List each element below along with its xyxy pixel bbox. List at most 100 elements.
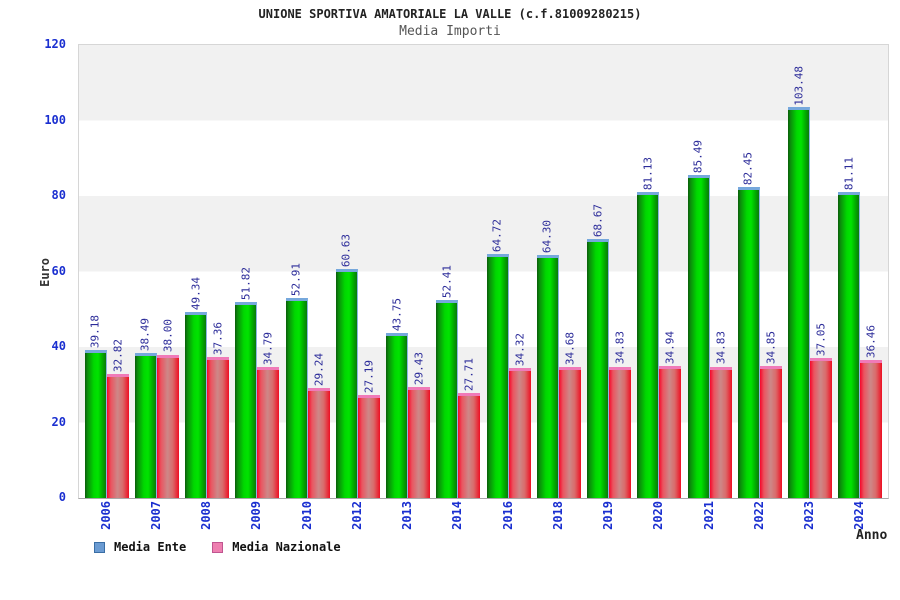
value-label: 43.75 [390,297,404,331]
bar-group-2013: 43.75 29.43 [386,45,431,498]
bar-group-2022: 82.45 34.85 [737,45,782,498]
y-tick-label: 100 [44,112,66,127]
value-label: 34.68 [563,331,577,366]
bar-group-2006: 39.18 32.82 [84,45,129,498]
legend-label-media-ente: Media Ente [114,540,187,554]
y-tick-label: 40 [51,339,66,353]
value-label: 49.34 [189,276,203,310]
media-nazionale-bar-2021: 34.83 [709,331,732,498]
y-tick-label: 60 [51,263,66,278]
media-nazionale-bar-2023: 37.05 [810,323,833,498]
media-ente-bar-2013: 43.75 [386,298,409,498]
x-tick-label-2020: 2020 [651,501,666,530]
x-tick-label-2008: 2008 [199,501,214,530]
x-tick-label-2012: 2012 [349,501,364,530]
value-label: 34.85 [764,331,778,365]
x-tick-slot: 2019 [586,501,631,530]
x-tick-slot: 2024 [837,501,882,530]
x-tick-slot: 2006 [83,501,128,530]
x-tick-slot: 2010 [284,501,329,530]
bar-group-2009: 51.82 34.79 [235,45,280,498]
media-nazionale-bar-2024: 36.46 [860,325,883,498]
legend-item-media-nazionale: Media Nazionale [212,540,341,554]
media-nazionale-bar-2012: 27.19 [357,360,380,498]
x-axis-title: Anno [856,528,888,543]
x-tick-label-2023: 2023 [802,501,817,530]
bar-group-2020: 81.13 34.94 [637,45,682,498]
chart-title: UNIONE SPORTIVA AMATORIALE LA VALLE (c.f… [258,7,642,21]
bar-group-2021: 85.49 34.83 [687,45,732,498]
legend-item-media-ente: Media Ente [94,540,186,554]
chart-subtitle: Media Importi [399,24,501,39]
x-tick-slot: 2014 [435,501,480,530]
y-tick-label: 20 [51,414,66,429]
media-ente-swatch-icon [94,541,105,553]
media-ente-bar-2009: 51.82 [235,267,258,498]
y-tick-label: 120 [44,37,66,51]
media-ente-bar-2014: 52.41 [436,265,459,498]
x-tick-slot: 2020 [636,501,681,530]
x-tick-label-2014: 2014 [450,501,465,530]
x-tick-label-2024: 2024 [852,501,867,530]
x-tick-label-2009: 2009 [249,501,264,530]
media-ente-bar-2019: 68.67 [587,204,610,498]
bar-group-2024: 81.11 36.46 [838,45,883,498]
value-label: 51.82 [239,267,253,301]
bar-group-2014: 52.41 27.71 [436,45,481,498]
value-label: 38.00 [161,319,175,353]
media-ente-bar-2018: 64.30 [536,220,559,498]
value-label: 34.32 [513,333,527,367]
media-ente-bar-2008: 49.34 [185,277,208,498]
y-tick-label: 80 [51,188,66,202]
x-tick-slot: 2016 [485,501,530,530]
y-tick-label: 0 [58,490,66,504]
x-tick-label-2013: 2013 [400,501,415,530]
x-tick-label-2018: 2018 [550,501,565,530]
y-axis-tick-labels: 0 20 40 60 80 100 120 [0,37,72,504]
media-ente-bar-2010: 52.91 [285,263,308,498]
media-ente-bar-2024: 81.11 [838,157,861,498]
x-tick-label-2022: 2022 [751,501,766,530]
legend: Media Ente Media Nazionale [94,540,341,554]
x-tick-label-2006: 2006 [98,501,113,530]
value-label: 34.94 [663,330,677,365]
x-tick-label-2010: 2010 [299,501,314,530]
value-label: 60.63 [339,234,353,268]
media-ente-bar-2023: 103.48 [788,66,811,498]
bar-group-2023: 103.48 37.05 [788,45,833,498]
media-ente-bar-2012: 60.63 [335,234,358,498]
media-ente-bar-2020: 81.13 [637,157,660,498]
media-ente-bar-2016: 64.72 [486,219,509,498]
plot-area: 39.18 32.82 38.49 38.00 49.34 37.36 51.82 34.79… [78,44,889,499]
value-label: 29.43 [412,351,426,385]
value-label: 32.82 [111,338,125,373]
bar-group-2007: 38.49 38.00 [134,45,179,498]
x-tick-slot: 2023 [787,501,832,530]
media-nazionale-bar-2010: 29.24 [307,353,330,498]
x-tick-slot: 2008 [184,501,229,530]
bar-group-2008: 49.34 37.36 [185,45,230,498]
value-label: 37.36 [211,321,225,355]
x-tick-label-2019: 2019 [601,501,616,530]
bar-group-2012: 60.63 27.19 [335,45,380,498]
value-label: 64.72 [490,218,504,252]
bar-group-2010: 52.91 29.24 [285,45,330,498]
value-label: 103.48 [792,65,806,106]
bar-group-2019: 68.67 34.83 [587,45,632,498]
media-nazionale-swatch-icon [212,541,224,553]
value-label: 39.18 [88,314,102,349]
value-label: 68.67 [591,203,605,237]
media-nazionale-bar-2019: 34.83 [609,331,632,498]
x-tick-slot: 2012 [334,501,379,530]
media-ente-bar-2022: 82.45 [737,152,760,498]
bar-group-2016: 64.72 34.32 [486,45,531,498]
x-tick-slot: 2022 [736,501,781,530]
media-nazionale-bar-2020: 34.94 [659,331,682,498]
value-label: 27.71 [462,358,476,392]
value-label: 34.79 [261,331,275,365]
value-label: 81.13 [641,156,655,190]
value-label: 36.46 [864,325,878,359]
x-tick-slot: 2018 [535,501,580,530]
x-tick-slot: 2009 [234,501,279,530]
